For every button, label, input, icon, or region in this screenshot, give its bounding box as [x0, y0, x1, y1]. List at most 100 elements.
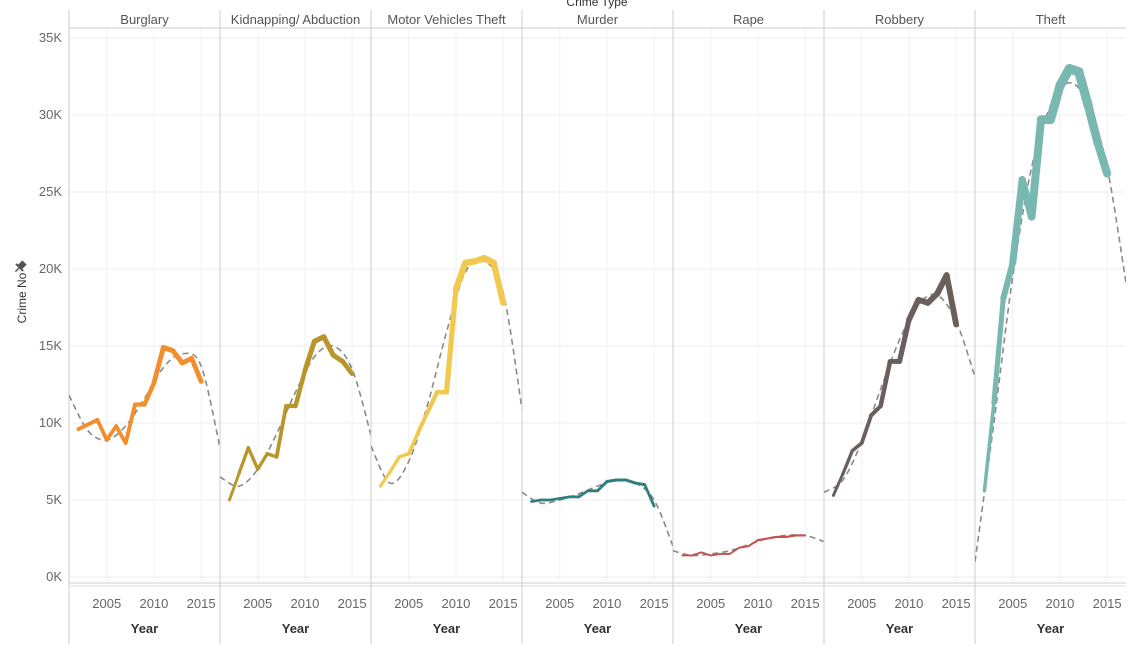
- series-segment-rape[interactable]: [747, 539, 759, 548]
- series-segment-rape[interactable]: [785, 534, 797, 539]
- series-segment-motor-vehicles-theft[interactable]: [378, 470, 392, 488]
- trend-line-murder: [522, 478, 673, 547]
- series-segment-theft[interactable]: [1093, 138, 1112, 178]
- x-tick-label: 2010: [290, 596, 319, 611]
- x-tick-label: 2010: [1045, 596, 1074, 611]
- y-tick-label: 5K: [46, 492, 62, 507]
- x-tick-label: 2015: [942, 596, 971, 611]
- panel-kidnapping-abduction: Kidnapping/ Abduction 2005 2010 2015 Year: [219, 10, 371, 644]
- series-segment-rape[interactable]: [690, 551, 703, 557]
- gridlines: [69, 37, 1126, 578]
- y-axis-title: Crime No: [15, 272, 29, 323]
- series-segment-motor-vehicles-theft[interactable]: [443, 286, 459, 395]
- series-segment-motor-vehicles-theft[interactable]: [425, 390, 440, 415]
- series-segment-murder[interactable]: [530, 498, 543, 503]
- y-tick-label: 15K: [39, 338, 62, 353]
- series-segment-murder[interactable]: [596, 480, 609, 493]
- series-segment-murder[interactable]: [548, 497, 562, 502]
- trend-line-burglary: [69, 352, 220, 448]
- panel-rape: Rape 2005 2010 2015 Year: [672, 10, 824, 644]
- pin-icon[interactable]: [12, 259, 28, 275]
- x-tick-label: 2010: [743, 596, 772, 611]
- series-segment-rape[interactable]: [700, 551, 712, 557]
- series-segment-burglary[interactable]: [95, 418, 109, 442]
- series-segment-rape[interactable]: [766, 535, 778, 540]
- series-segment-kidnapping-abduction[interactable]: [246, 445, 260, 471]
- series-segment-kidnapping-abduction[interactable]: [293, 368, 308, 409]
- series-segment-burglary[interactable]: [170, 348, 185, 366]
- series-segment-burglary[interactable]: [151, 345, 166, 386]
- series-segment-theft[interactable]: [1027, 115, 1046, 221]
- series-segment-theft[interactable]: [1009, 176, 1026, 267]
- series-segment-theft[interactable]: [1000, 259, 1016, 302]
- x-tick-label: 2005: [92, 596, 121, 611]
- series-segment-motor-vehicles-theft[interactable]: [452, 259, 469, 293]
- series-segment-kidnapping-abduction[interactable]: [256, 452, 269, 471]
- series-segment-kidnapping-abduction[interactable]: [340, 358, 355, 377]
- series-segment-theft[interactable]: [982, 401, 996, 493]
- series-segment-murder[interactable]: [558, 495, 571, 500]
- facet-panels: Burglary 2005 2010 2015 Year Kidnapping/ Abdu…: [69, 10, 1126, 644]
- series-segment-theft[interactable]: [1074, 67, 1093, 111]
- series-segment-murder[interactable]: [605, 478, 618, 484]
- trend-line-rape: [673, 534, 824, 557]
- series-segment-kidnapping-abduction[interactable]: [274, 404, 288, 459]
- series-segment-murder[interactable]: [633, 481, 647, 487]
- panel-title: Kidnapping/ Abduction: [231, 12, 360, 27]
- series-segment-burglary[interactable]: [104, 424, 119, 442]
- x-axis-title: Year: [584, 621, 611, 636]
- series-segment-murder[interactable]: [643, 483, 656, 508]
- series-segment-motor-vehicles-theft[interactable]: [416, 410, 430, 435]
- panel-title: Robbery: [875, 12, 925, 27]
- y-axis: 0K 5K 10K 15K 20K 25K 30K 35K: [39, 10, 1126, 644]
- series-segment-robbery[interactable]: [943, 272, 960, 328]
- series-segment-robbery[interactable]: [831, 472, 845, 497]
- series-segment-burglary[interactable]: [142, 380, 157, 407]
- x-tick-label: 2010: [592, 596, 621, 611]
- x-axis-title: Year: [131, 621, 158, 636]
- trend-line-robbery: [824, 293, 975, 494]
- series-segment-kidnapping-abduction[interactable]: [237, 445, 250, 476]
- series-segment-kidnapping-abduction[interactable]: [302, 338, 317, 374]
- x-tick-label: 2015: [489, 596, 518, 611]
- x-axis-title: Year: [282, 621, 309, 636]
- series-segment-rape[interactable]: [756, 537, 769, 542]
- series-segment-rape[interactable]: [738, 545, 750, 549]
- series-segment-burglary[interactable]: [189, 355, 204, 384]
- series-segment-robbery[interactable]: [906, 296, 922, 323]
- x-tick-label: 2015: [791, 596, 820, 611]
- series-segment-motor-vehicles-theft[interactable]: [388, 455, 401, 474]
- series-segment-kidnapping-abduction[interactable]: [227, 472, 241, 502]
- series-segment-motor-vehicles-theft[interactable]: [406, 430, 420, 456]
- panel-title: Theft: [1036, 12, 1066, 27]
- x-tick-label: 2010: [894, 596, 923, 611]
- x-tick-label: 2010: [441, 596, 470, 611]
- series-segment-kidnapping-abduction[interactable]: [321, 334, 336, 358]
- series-segment-robbery[interactable]: [896, 317, 912, 365]
- series-segment-motor-vehicles-theft[interactable]: [490, 259, 507, 306]
- series-segment-robbery[interactable]: [841, 449, 854, 476]
- series-segment-theft[interactable]: [1046, 81, 1065, 125]
- series-segment-rape[interactable]: [709, 552, 722, 557]
- series-segment-murder[interactable]: [577, 489, 590, 499]
- panel-motor-vehicles-theft: Motor Vehicles Theft 2005 2010 2015 Year: [370, 10, 522, 644]
- x-tick-label: 2015: [1093, 596, 1122, 611]
- series-segment-robbery[interactable]: [850, 441, 864, 453]
- panel-title: Motor Vehicles Theft: [387, 12, 506, 27]
- series-segment-burglary[interactable]: [123, 402, 138, 445]
- series-segment-murder[interactable]: [624, 478, 637, 485]
- x-axis-title: Year: [886, 621, 913, 636]
- series-segment-robbery[interactable]: [859, 413, 874, 445]
- x-axis-title: Year: [735, 621, 762, 636]
- series-segment-theft[interactable]: [991, 295, 1006, 406]
- series-segment-theft[interactable]: [1083, 101, 1103, 148]
- panel-title: Burglary: [120, 12, 169, 27]
- x-tick-label: 2005: [394, 596, 423, 611]
- x-tick-label: 2005: [696, 596, 725, 611]
- panel-murder: Murder 2005 2010 2015 Year: [521, 10, 673, 644]
- series-segment-burglary[interactable]: [114, 424, 128, 445]
- series-segment-rape[interactable]: [728, 546, 741, 555]
- series-segment-robbery[interactable]: [878, 359, 893, 409]
- x-tick-label: 2005: [243, 596, 272, 611]
